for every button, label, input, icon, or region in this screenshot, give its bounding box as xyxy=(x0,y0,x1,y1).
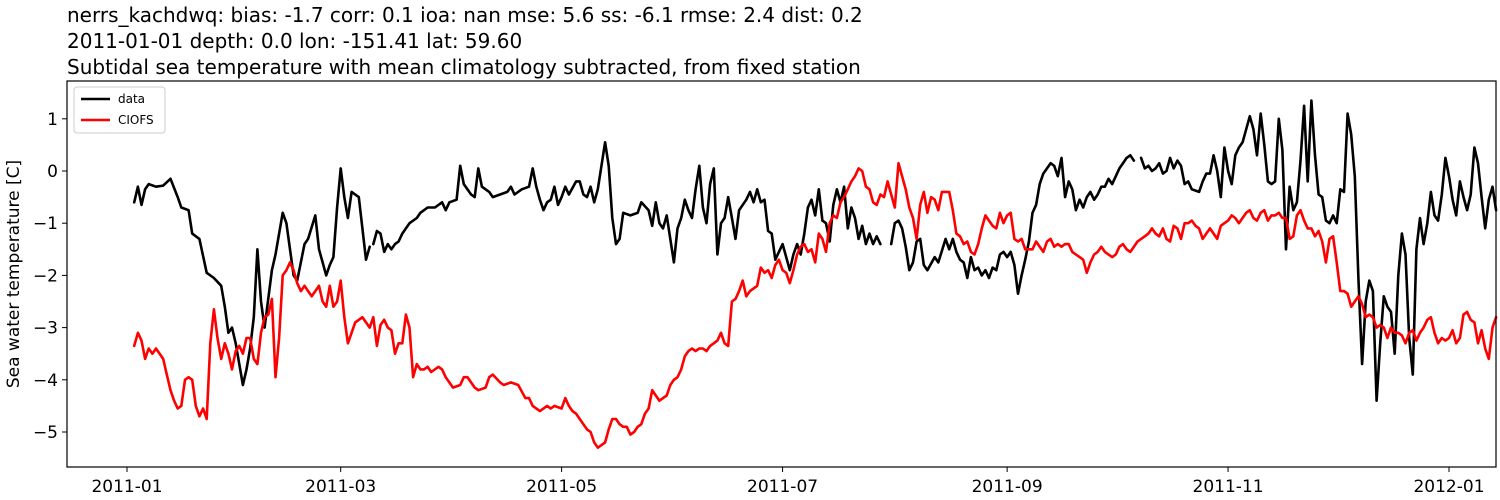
series-line-data xyxy=(889,154,1136,296)
x-axis: 2011-01 2011-03 2011-05 2011-07 2011-09 2011-… xyxy=(91,467,1485,497)
series-line-data xyxy=(371,141,882,272)
x-tick-label: 2011-05 xyxy=(526,477,597,497)
x-tick-label: 2011-11 xyxy=(1193,477,1264,497)
y-tick-label: −4 xyxy=(33,371,58,391)
x-tick-label: 2011-01 xyxy=(91,477,162,497)
plot-title-stats: nerrs_kachdwq: bias: -1.7 corr: 0.1 ioa:… xyxy=(67,3,863,27)
y-axis-label: Sea water temperature [C] xyxy=(4,160,24,388)
y-tick-label: −2 xyxy=(33,266,58,286)
x-tick-label: 2012-01 xyxy=(1413,477,1484,497)
legend: data CIOFS xyxy=(73,86,166,134)
x-tick-label: 2011-09 xyxy=(972,477,1043,497)
y-tick-label: −5 xyxy=(33,423,58,443)
legend-label-data: data xyxy=(118,92,145,106)
series-layer xyxy=(132,99,1498,450)
y-tick-label: −1 xyxy=(33,214,58,234)
series-line-data xyxy=(1139,99,1498,403)
plot-title-location: 2011-01-01 depth: 0.0 lon: -151.41 lat: … xyxy=(67,29,523,53)
x-tick-label: 2011-03 xyxy=(305,477,376,497)
y-axis: 1 0 −1 −2 −3 −4 −5 xyxy=(33,110,67,443)
plot-title-description: Subtidal sea temperature with mean clima… xyxy=(67,55,861,79)
y-tick-label: −3 xyxy=(33,319,58,339)
legend-label-ciofs: CIOFS xyxy=(118,113,154,127)
y-tick-label: 1 xyxy=(47,110,58,130)
x-tick-label: 2011-07 xyxy=(747,477,818,497)
series-line-ciofs xyxy=(132,161,1498,450)
series-line-data xyxy=(132,167,372,387)
y-tick-label: 0 xyxy=(47,162,58,182)
plot-frame xyxy=(66,80,1497,468)
